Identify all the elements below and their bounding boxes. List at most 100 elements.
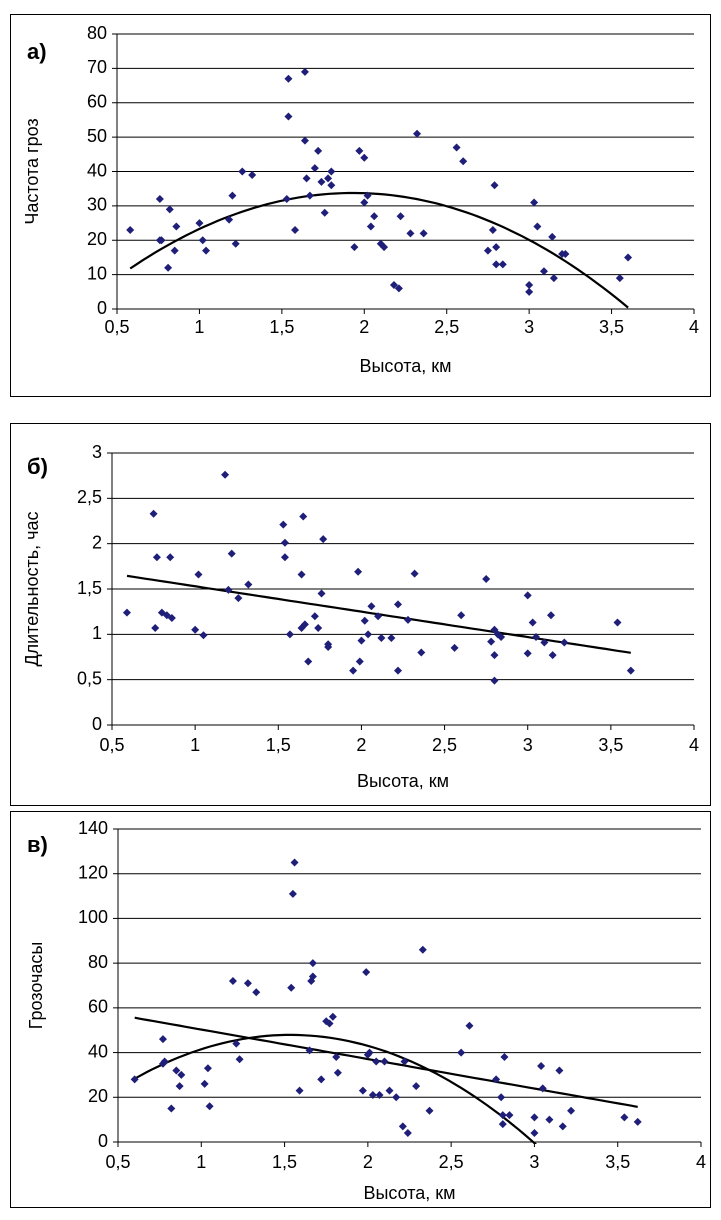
x-tick-label: 2,5 — [434, 317, 459, 337]
y-tick-label: 1 — [92, 623, 102, 643]
y-tick-label: 0,5 — [77, 668, 102, 688]
x-tick-label: 2 — [356, 735, 366, 755]
data-point — [280, 538, 289, 547]
data-point — [497, 1093, 506, 1102]
data-point — [413, 129, 422, 138]
data-point — [287, 983, 296, 992]
data-point — [545, 1115, 554, 1124]
data-point — [308, 959, 317, 968]
y-tick-label: 20 — [87, 229, 107, 249]
data-point — [363, 191, 372, 200]
data-point — [228, 191, 237, 200]
x-tick-label: 2,5 — [439, 1152, 464, 1172]
data-point — [300, 67, 309, 76]
data-point — [539, 267, 548, 276]
data-point — [314, 623, 323, 632]
data-point — [235, 1055, 244, 1064]
data-point — [360, 198, 369, 207]
data-point — [525, 287, 534, 296]
chart-panel-b: 0 0,5 1 1,5 2 2,5 3 0,5 1 1,5 2 2,5 3 3,5 4 Высота, км Д… — [10, 423, 711, 806]
panel-label: б) — [27, 454, 48, 479]
y-tick-label: 70 — [87, 57, 107, 77]
data-point — [490, 181, 499, 190]
data-point — [530, 1129, 539, 1138]
x-tick-label: 1,5 — [266, 735, 291, 755]
data-point — [238, 167, 247, 176]
data-point — [299, 512, 308, 521]
x-tick-label: 1,5 — [269, 317, 294, 337]
x-tick-label: 1 — [194, 317, 204, 337]
data-point — [327, 181, 336, 190]
y-tick-label: 10 — [87, 263, 107, 283]
data-point — [243, 979, 252, 988]
data-point — [227, 549, 236, 558]
data-point — [492, 260, 501, 269]
data-point — [333, 1068, 342, 1077]
data-point — [560, 638, 569, 647]
data-point — [202, 246, 211, 255]
data-point — [425, 1106, 434, 1115]
y-tick-label: 140 — [78, 818, 108, 838]
data-point — [537, 1061, 546, 1070]
data-point — [498, 260, 507, 269]
data-point — [198, 236, 207, 245]
data-point — [533, 222, 542, 231]
data-point — [328, 1012, 337, 1021]
y-tick-label: 120 — [78, 862, 108, 882]
data-point — [523, 591, 532, 600]
data-point — [490, 651, 499, 660]
data-point — [528, 618, 537, 627]
y-tick-label: 60 — [88, 997, 108, 1017]
x-tick-label: 1,5 — [272, 1152, 297, 1172]
data-point — [282, 195, 291, 203]
data-point — [412, 1082, 421, 1091]
data-point — [403, 615, 412, 624]
data-point — [297, 570, 306, 579]
data-point — [165, 205, 174, 214]
data-point — [400, 1057, 409, 1066]
data-point — [195, 219, 204, 228]
data-point — [549, 274, 558, 283]
data-point — [530, 1113, 539, 1122]
chart-svg-a: 0 10 20 30 40 50 60 70 80 0,5 1 1,5 2 2,5 3 3,5 4 Высота,… — [22, 23, 699, 376]
x-tick-label: 4 — [689, 317, 699, 337]
data-point — [555, 1066, 564, 1075]
data-point — [487, 637, 496, 646]
data-point — [483, 246, 492, 255]
data-point — [375, 1091, 384, 1100]
data-point — [626, 666, 635, 675]
x-tick-label: 3,5 — [599, 317, 624, 337]
data-point — [295, 1086, 304, 1095]
data-point — [403, 1129, 412, 1138]
y-axis-title: Длительность, час — [22, 511, 42, 666]
y-tick-label: 1,5 — [77, 578, 102, 598]
data-point — [367, 602, 376, 611]
data-point — [355, 146, 364, 155]
data-point — [452, 143, 461, 152]
data-point — [546, 611, 555, 620]
data-point — [305, 1046, 314, 1055]
trendline-polynomial-2 — [129, 191, 629, 309]
data-point — [360, 616, 369, 625]
data-point — [149, 509, 158, 518]
data-point — [157, 608, 166, 617]
data-point — [175, 1082, 184, 1091]
data-point — [548, 232, 557, 241]
data-point — [252, 988, 261, 997]
data-point — [324, 643, 333, 652]
x-tick-label: 1 — [196, 1152, 206, 1172]
data-point — [231, 239, 240, 248]
data-point — [530, 198, 539, 207]
data-point — [624, 253, 633, 262]
data-point — [205, 1102, 214, 1111]
data-point — [365, 1048, 374, 1057]
x-tick-label: 4 — [696, 1152, 706, 1172]
chart-svg-c: 0 20 40 60 80 100 120 140 0,5 1 1,5 2 2,5 3 3,5 4 Высота… — [26, 818, 706, 1203]
data-point — [370, 212, 379, 221]
data-point — [290, 858, 299, 867]
data-point — [308, 972, 317, 981]
y-tick-label: 80 — [88, 952, 108, 972]
data-point — [300, 620, 309, 629]
y-axis-title: Частота гроз — [22, 118, 42, 224]
data-point — [457, 611, 466, 620]
